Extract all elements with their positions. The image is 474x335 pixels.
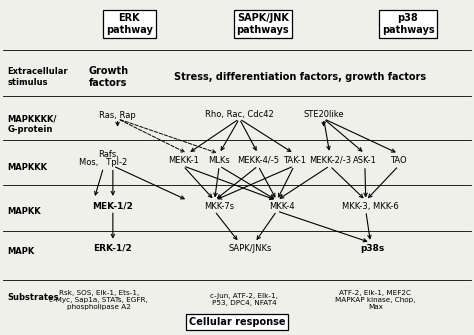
Text: MAPKK: MAPKK (8, 207, 41, 216)
Text: ASK-1: ASK-1 (353, 156, 377, 165)
Text: MEK-1/2: MEK-1/2 (92, 202, 133, 210)
Text: MEKK-4/-5: MEKK-4/-5 (237, 156, 279, 165)
Text: STE20like: STE20like (303, 110, 344, 119)
Text: MEKK-2/-3: MEKK-2/-3 (309, 156, 351, 165)
Text: MKK-3, MKK-6: MKK-3, MKK-6 (342, 202, 399, 210)
Text: Cellular response: Cellular response (189, 317, 285, 327)
Text: p38s: p38s (361, 244, 385, 253)
Text: SAPK/JNK
pathways: SAPK/JNK pathways (237, 13, 289, 35)
Text: MEKK-1: MEKK-1 (168, 156, 199, 165)
Text: MKK-4: MKK-4 (269, 202, 294, 210)
Text: Mos,   Tpl-2: Mos, Tpl-2 (79, 158, 128, 167)
Text: Growth
factors: Growth factors (88, 66, 128, 88)
Text: c-Jun, ATF-2, Elk-1,
P53, DPC4, NFAT4: c-Jun, ATF-2, Elk-1, P53, DPC4, NFAT4 (210, 293, 278, 307)
Text: Ras, Rap: Ras, Rap (99, 111, 136, 120)
Text: Stress, differentiation factors, growth factors: Stress, differentiation factors, growth … (174, 72, 426, 82)
Text: TAO: TAO (390, 156, 407, 165)
Text: Substrates: Substrates (8, 293, 59, 302)
Text: MKK-7s: MKK-7s (204, 202, 234, 210)
Text: ERK-1/2: ERK-1/2 (93, 244, 132, 253)
Text: Extracellular
stimulus: Extracellular stimulus (8, 67, 68, 87)
Text: SAPK/JNKs: SAPK/JNKs (228, 244, 272, 253)
Text: ERK
pathway: ERK pathway (106, 13, 153, 35)
Text: MAPKKK: MAPKKK (8, 163, 47, 172)
Text: Rsk, SOS, Elk-1, Ets-1,
c-Myc, Sap1a, STATs, EGFR,
phospholipase A2: Rsk, SOS, Elk-1, Ets-1, c-Myc, Sap1a, ST… (49, 290, 148, 310)
Text: Rafs,: Rafs, (98, 150, 118, 159)
Text: MAPKKKK/
G-protein: MAPKKKK/ G-protein (8, 115, 57, 134)
Text: p38
pathways: p38 pathways (382, 13, 434, 35)
Text: Rho, Rac, Cdc42: Rho, Rac, Cdc42 (205, 110, 273, 119)
Text: MAPK: MAPK (8, 247, 35, 256)
Text: ATF-2, Elk-1, MEF2C
MAPKAP kinase, Chop,
Max: ATF-2, Elk-1, MEF2C MAPKAP kinase, Chop,… (335, 290, 415, 310)
Text: MLKs: MLKs (209, 156, 230, 165)
Text: TAK-1: TAK-1 (283, 156, 306, 165)
